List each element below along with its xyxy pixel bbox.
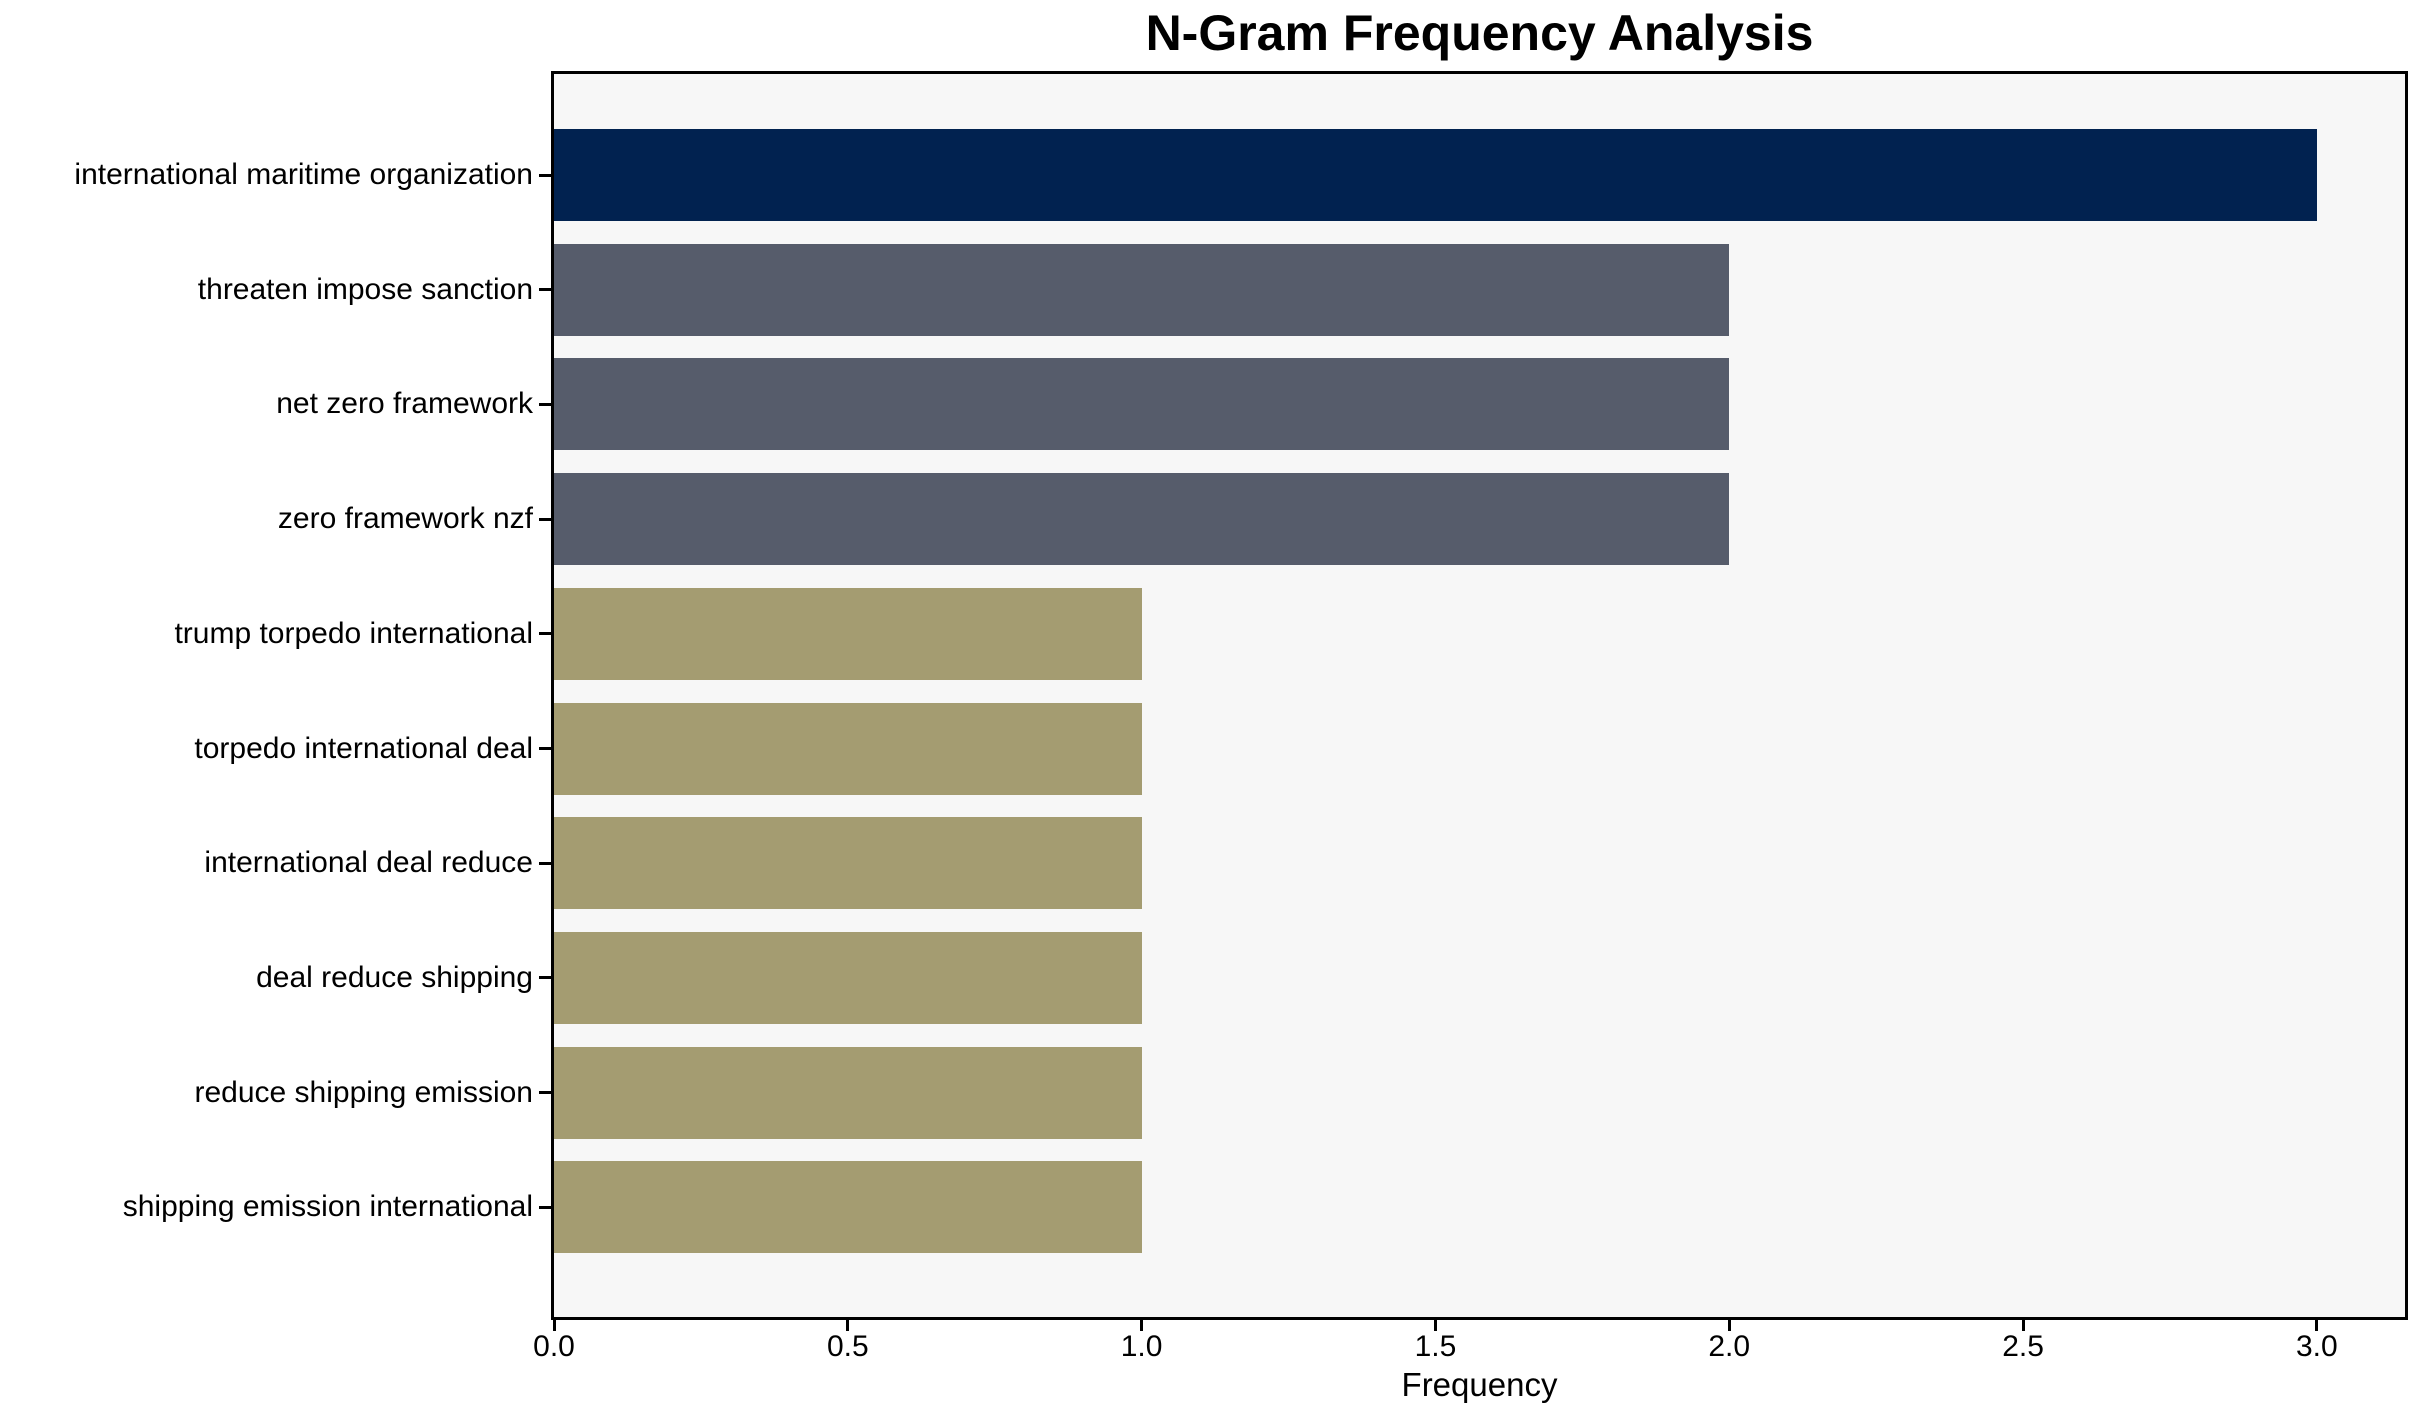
x-tick-label-1: 0.5 [826, 1330, 869, 1363]
y-tick-mark-9 [539, 1205, 551, 1209]
y-tick-mark-5 [539, 747, 551, 750]
x-axis-label: Frequency [1401, 1366, 1558, 1403]
x-tick-mark-1 [846, 1320, 850, 1331]
bar-2 [554, 358, 1730, 451]
x-tick-mark-5 [2021, 1320, 2025, 1331]
y-tick-mark-6 [539, 861, 551, 865]
y-tick-label-0: international maritime organization [74, 158, 533, 191]
y-tick-mark-3 [539, 517, 551, 521]
bar-4 [554, 587, 1142, 680]
y-tick-label-7: deal reduce shipping [256, 960, 533, 994]
y-tick-label-9: shipping emission international [122, 1190, 533, 1224]
y-tick-label-3: zero framework nzf [277, 502, 533, 536]
bar-7 [554, 931, 1142, 1024]
x-tick-mark-6 [2315, 1320, 2319, 1331]
bar-9 [554, 1161, 1142, 1254]
x-tick-label-3: 1.5 [1414, 1330, 1457, 1363]
x-tick-label-6: 3.0 [2295, 1330, 2338, 1363]
chart-title: N-Gram Frequency Analysis [1145, 5, 1814, 61]
y-tick-label-8: reduce shipping emission [194, 1075, 533, 1109]
bar-8 [554, 1046, 1142, 1139]
y-tick-mark-4 [539, 632, 551, 636]
x-tick-label-5: 2.5 [2002, 1330, 2044, 1363]
y-tick-label-1: threaten impose sanction [197, 272, 533, 306]
x-tick-mark-2 [1140, 1320, 1144, 1331]
x-tick-mark-3 [1433, 1320, 1437, 1331]
y-tick-label-2: net zero framework [276, 387, 533, 421]
x-tick-label-0: 0.0 [533, 1330, 575, 1363]
x-tick-mark-4 [1727, 1320, 1731, 1331]
y-tick-mark-8 [539, 1091, 551, 1095]
bar-0 [554, 129, 2317, 221]
y-tick-mark-0 [539, 173, 551, 177]
y-tick-mark-7 [539, 976, 551, 980]
bar-6 [554, 817, 1142, 910]
y-tick-mark-1 [539, 288, 551, 292]
y-tick-label-4: trump torpedo international [174, 616, 533, 650]
bar-1 [554, 243, 1730, 336]
x-tick-label-2: 1.0 [1120, 1330, 1163, 1363]
plot-area [551, 71, 2408, 1320]
bar-5 [554, 702, 1142, 795]
bar-3 [554, 473, 1730, 566]
x-tick-mark-0 [552, 1320, 556, 1331]
y-tick-label-5: torpedo international deal [194, 731, 533, 765]
x-tick-label-4: 2.0 [1708, 1330, 1751, 1363]
y-tick-label-6: international deal reduce [204, 846, 533, 880]
y-tick-mark-2 [539, 402, 551, 406]
